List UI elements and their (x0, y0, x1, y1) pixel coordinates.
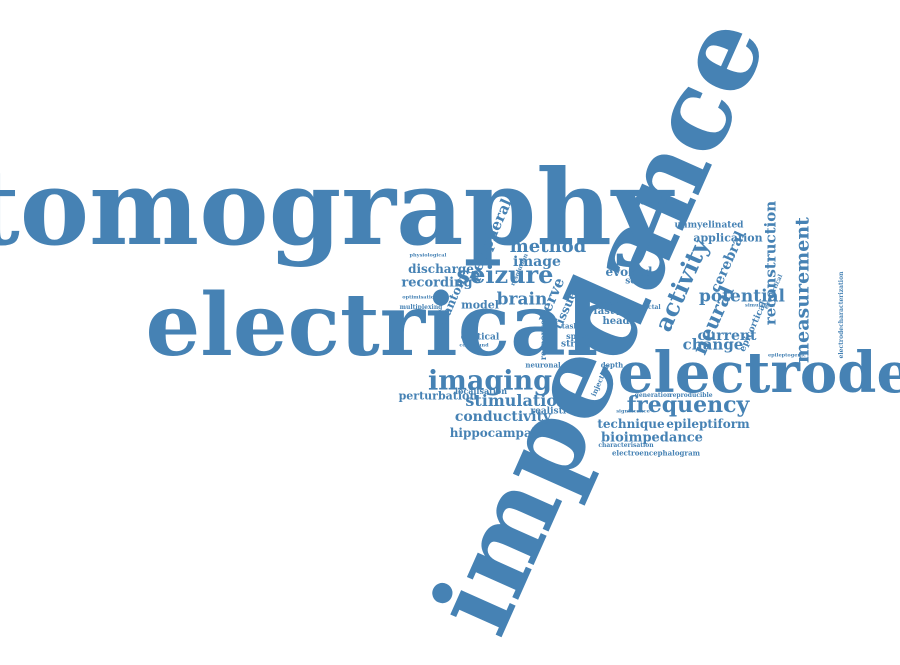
word-technique: technique (597, 417, 665, 431)
word-application: application (693, 231, 763, 245)
word-significance: significance (616, 408, 650, 415)
word-characterisation: characterisation (598, 442, 654, 449)
word-physiological: physiological (409, 252, 447, 259)
word-generation: generation (634, 392, 672, 399)
word-image: image (513, 254, 561, 270)
word-bioimpedance: bioimpedance (601, 430, 703, 446)
word-modelling: modelling (624, 197, 676, 208)
word-unmyelinated: unmyelinated (674, 220, 744, 231)
word-cortical: cortical (460, 332, 500, 343)
word-measurement: measurement (791, 217, 814, 363)
word-electroencephalogram: electroencephalogram (611, 448, 701, 458)
word-optimisation: optimisation (402, 294, 438, 301)
word-recording: recording (401, 275, 473, 291)
word-imaging: imaging (428, 365, 552, 397)
word-simulation: simulation (745, 302, 775, 309)
word-epileptogenic: epileptogenic (767, 352, 807, 359)
word-response: response (538, 319, 548, 361)
word-neuronal: neuronal (525, 360, 561, 370)
word-realistic: realistic (530, 406, 572, 417)
word-discharge: discharge (408, 262, 474, 276)
word-source: source (625, 276, 659, 287)
word-ictal: ictal (616, 307, 636, 317)
word-tomography: tomography (0, 146, 673, 269)
word-localisation: localisation (454, 386, 508, 396)
word-spike: spike (566, 331, 590, 341)
word-frequency: frequency (626, 392, 750, 418)
word-conductivity: conductivity (454, 409, 552, 425)
word-head: head (602, 316, 630, 327)
word-depth: depth (600, 360, 624, 370)
word-epileptiform: epileptiform (666, 417, 750, 431)
word-error: error (598, 298, 620, 308)
word-stimulation: stimulation (465, 391, 569, 410)
word-brain: brain (496, 289, 548, 310)
word-method: method (509, 236, 587, 257)
word-multiplexing: multiplexing (399, 304, 443, 311)
word-change: change (682, 335, 744, 354)
word-compound: compound (459, 342, 489, 349)
word-electrode: electrode (617, 340, 900, 406)
word-reproducible: reproducible (669, 392, 713, 399)
word-potential: potential (698, 286, 786, 307)
word-interictal: interictal (629, 304, 661, 311)
word-perturbation: perturbation (398, 389, 478, 403)
word-electrical: electrical (145, 275, 599, 376)
word-task: task (561, 321, 579, 331)
word-model: model (461, 298, 499, 312)
word-stroke: stroke (561, 339, 593, 350)
word-evoked: evoked (605, 265, 653, 279)
word-seizure: seizure (456, 260, 554, 289)
word-hippocampal: hippocampal (449, 426, 537, 440)
word-fast: fast (593, 306, 615, 317)
word-current: current (697, 328, 757, 344)
word-electrodecharacterization: electrodecharacterization (838, 271, 845, 359)
